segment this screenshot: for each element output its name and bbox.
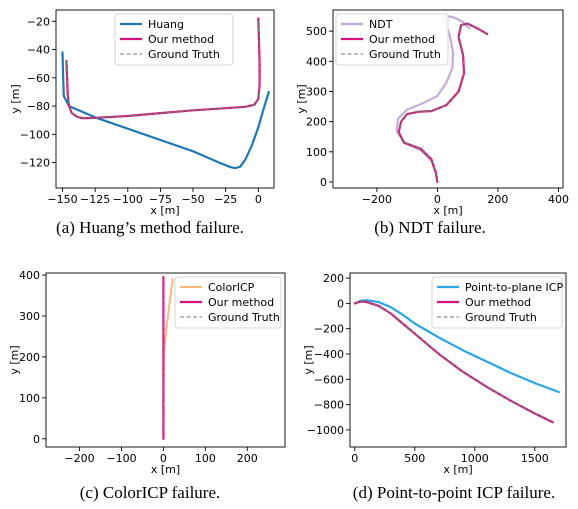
chart-3-legend-label-1: ColorICP bbox=[208, 281, 255, 294]
chart-1-caption: (a) Huang’s method failure. bbox=[56, 218, 244, 237]
chart-1-legend-label-1: Huang bbox=[148, 18, 184, 31]
chart-3-xtick-label-4: 100 bbox=[195, 452, 216, 465]
chart-1-xtick-label-1: −150 bbox=[47, 193, 77, 206]
chart-2-ytick-label-2: 100 bbox=[306, 146, 327, 159]
chart-1-legend-label-3: Ground Truth bbox=[148, 48, 220, 61]
chart-4-xtick-label-3: 1000 bbox=[461, 452, 489, 465]
chart-2-ytick-label-3: 200 bbox=[306, 116, 327, 129]
chart-3-ylabel: y [m] bbox=[8, 345, 21, 374]
chart-3-ytick-label-2: 100 bbox=[19, 392, 40, 405]
chart-3-xtick-label-2: −100 bbox=[106, 452, 136, 465]
chart-4-ytick-label-4: −400 bbox=[314, 348, 344, 361]
chart-1-xlabel: x [m] bbox=[150, 204, 179, 217]
chart-2-ytick-label-5: 400 bbox=[306, 55, 327, 68]
chart-4-ylabel: y [m] bbox=[302, 345, 315, 374]
chart-4-axes-frame bbox=[349, 272, 567, 448]
chart-1-series-group bbox=[61, 17, 270, 170]
chart-1-ytick-label-1: −120 bbox=[20, 157, 50, 170]
chart-1-legend-box bbox=[114, 13, 234, 66]
chart-4-group: 0 500 1000 1500 −1000 −800 −600 −400 −200 0 200 x [… bbox=[302, 272, 567, 502]
chart-4-ytick-label-7: 200 bbox=[323, 272, 344, 285]
chart-2-xtick-label-1: −200 bbox=[362, 193, 392, 206]
chart-2-xtick-label-3: 200 bbox=[487, 193, 508, 206]
chart-2-group: −200 0 200 400 0 100 200 300 400 500 x [m] y [m] NDT… bbox=[295, 9, 569, 237]
chart-1-legend-label-2: Our method bbox=[148, 33, 214, 46]
chart-4-legend-box bbox=[431, 276, 563, 329]
chart-1-ytick-label-5: −40 bbox=[27, 44, 50, 57]
chart-3-group: −200 −100 0 100 200 0 100 200 300 400 x [m] y [m] Co… bbox=[8, 269, 286, 502]
chart-3-caption: (c) ColorICP failure. bbox=[80, 483, 221, 502]
chart-4-series-1-line bbox=[353, 299, 560, 394]
chart-2-axes-frame bbox=[332, 9, 564, 189]
chart-3-xtick-label-5: 200 bbox=[237, 452, 258, 465]
chart-1-group: −150 −125 −100 −75 −50 −25 0−120−100−80−60−40−… bbox=[9, 9, 275, 237]
chart-3-xtick-label-1: −200 bbox=[64, 452, 94, 465]
chart-3-legend-label-3: Ground Truth bbox=[208, 311, 280, 324]
chart-2-xlabel: x [m] bbox=[433, 204, 462, 217]
chart-1-ylabel: y [m] bbox=[9, 84, 22, 113]
chart-2-ytick-label-4: 300 bbox=[306, 85, 327, 98]
chart-1-xtick-label-5: −50 bbox=[181, 193, 204, 206]
chart-4-series-group bbox=[353, 299, 560, 424]
chart-3-xlabel: x [m] bbox=[151, 463, 180, 476]
chart-1-xtick-label-6: −25 bbox=[214, 193, 237, 206]
chart-4-legend-label-2: Our method bbox=[465, 296, 531, 309]
chart-4-caption: (d) Point-to-point ICP failure. bbox=[353, 483, 555, 502]
chart-4-xlabel: x [m] bbox=[443, 463, 472, 476]
chart-4-ytick-label-3: −600 bbox=[314, 373, 344, 386]
chart-1-xtick-label-4: −75 bbox=[149, 193, 172, 206]
chart-3-legend-box bbox=[174, 276, 282, 329]
chart-4-series-2-line bbox=[353, 300, 554, 424]
chart-1-ytick-label-2: −100 bbox=[20, 128, 50, 141]
chart-2-series-3-line bbox=[398, 23, 488, 183]
chart-4-ytick-label-5: −200 bbox=[314, 323, 344, 336]
chart-1-xtick-label-2: −125 bbox=[80, 193, 110, 206]
chart-2-ytick-label-1: 0 bbox=[320, 176, 327, 189]
chart-1-ytick-label-4: −60 bbox=[27, 72, 50, 85]
chart-2-legend-box bbox=[335, 13, 449, 66]
chart-2-ylabel: y [m] bbox=[295, 84, 308, 113]
chart-4-ytick-label-6: 0 bbox=[337, 297, 344, 310]
chart-1-series-1-line bbox=[61, 51, 270, 170]
chart-3-series-group bbox=[162, 276, 174, 440]
chart-2-ytick-label-6: 500 bbox=[306, 25, 327, 38]
chart-2-xtick-label-2: 0 bbox=[434, 193, 441, 206]
chart-4-legend-label-3: Ground Truth bbox=[465, 311, 537, 324]
chart-1-axes-frame bbox=[55, 9, 275, 189]
chart-2-legend-label-2: Our method bbox=[369, 33, 435, 46]
chart-1-xtick-label-3: −100 bbox=[113, 193, 143, 206]
chart-3-ytick-label-3: 200 bbox=[19, 351, 40, 364]
chart-2-legend-label-3: Ground Truth bbox=[369, 48, 441, 61]
chart-4-xtick-label-4: 1500 bbox=[521, 452, 549, 465]
chart-3-axes-frame bbox=[45, 272, 286, 448]
chart-3-ytick-label-5: 400 bbox=[19, 269, 40, 282]
chart-3-ytick-label-1: 0 bbox=[33, 433, 40, 446]
chart-4-legend-label-1: Point-to-plane ICP bbox=[465, 281, 563, 294]
chart-4-ytick-label-2: −800 bbox=[314, 399, 344, 412]
chart-3-series-1-line bbox=[162, 278, 174, 440]
chart-2-caption: (b) NDT failure. bbox=[374, 218, 486, 237]
chart-1-series-3-line bbox=[65, 17, 261, 119]
chart-2-legend-label-1: NDT bbox=[369, 18, 393, 31]
chart-1-xtick-label-7: 0 bbox=[255, 193, 262, 206]
chart-4-xtick-label-2: 500 bbox=[404, 452, 425, 465]
chart-3-xtick-label-3: 0 bbox=[160, 452, 167, 465]
chart-4-ytick-label-1: −1000 bbox=[307, 424, 344, 437]
chart-1-ytick-label-6: −20 bbox=[27, 15, 50, 28]
chart-4-xtick-label-1: 0 bbox=[351, 452, 358, 465]
chart-2-xtick-label-4: 400 bbox=[548, 193, 569, 206]
chart-1-ytick-label-3: −80 bbox=[27, 100, 50, 113]
chart-3-legend-label-2: Our method bbox=[208, 296, 274, 309]
chart-3-ytick-label-4: 300 bbox=[19, 310, 40, 323]
